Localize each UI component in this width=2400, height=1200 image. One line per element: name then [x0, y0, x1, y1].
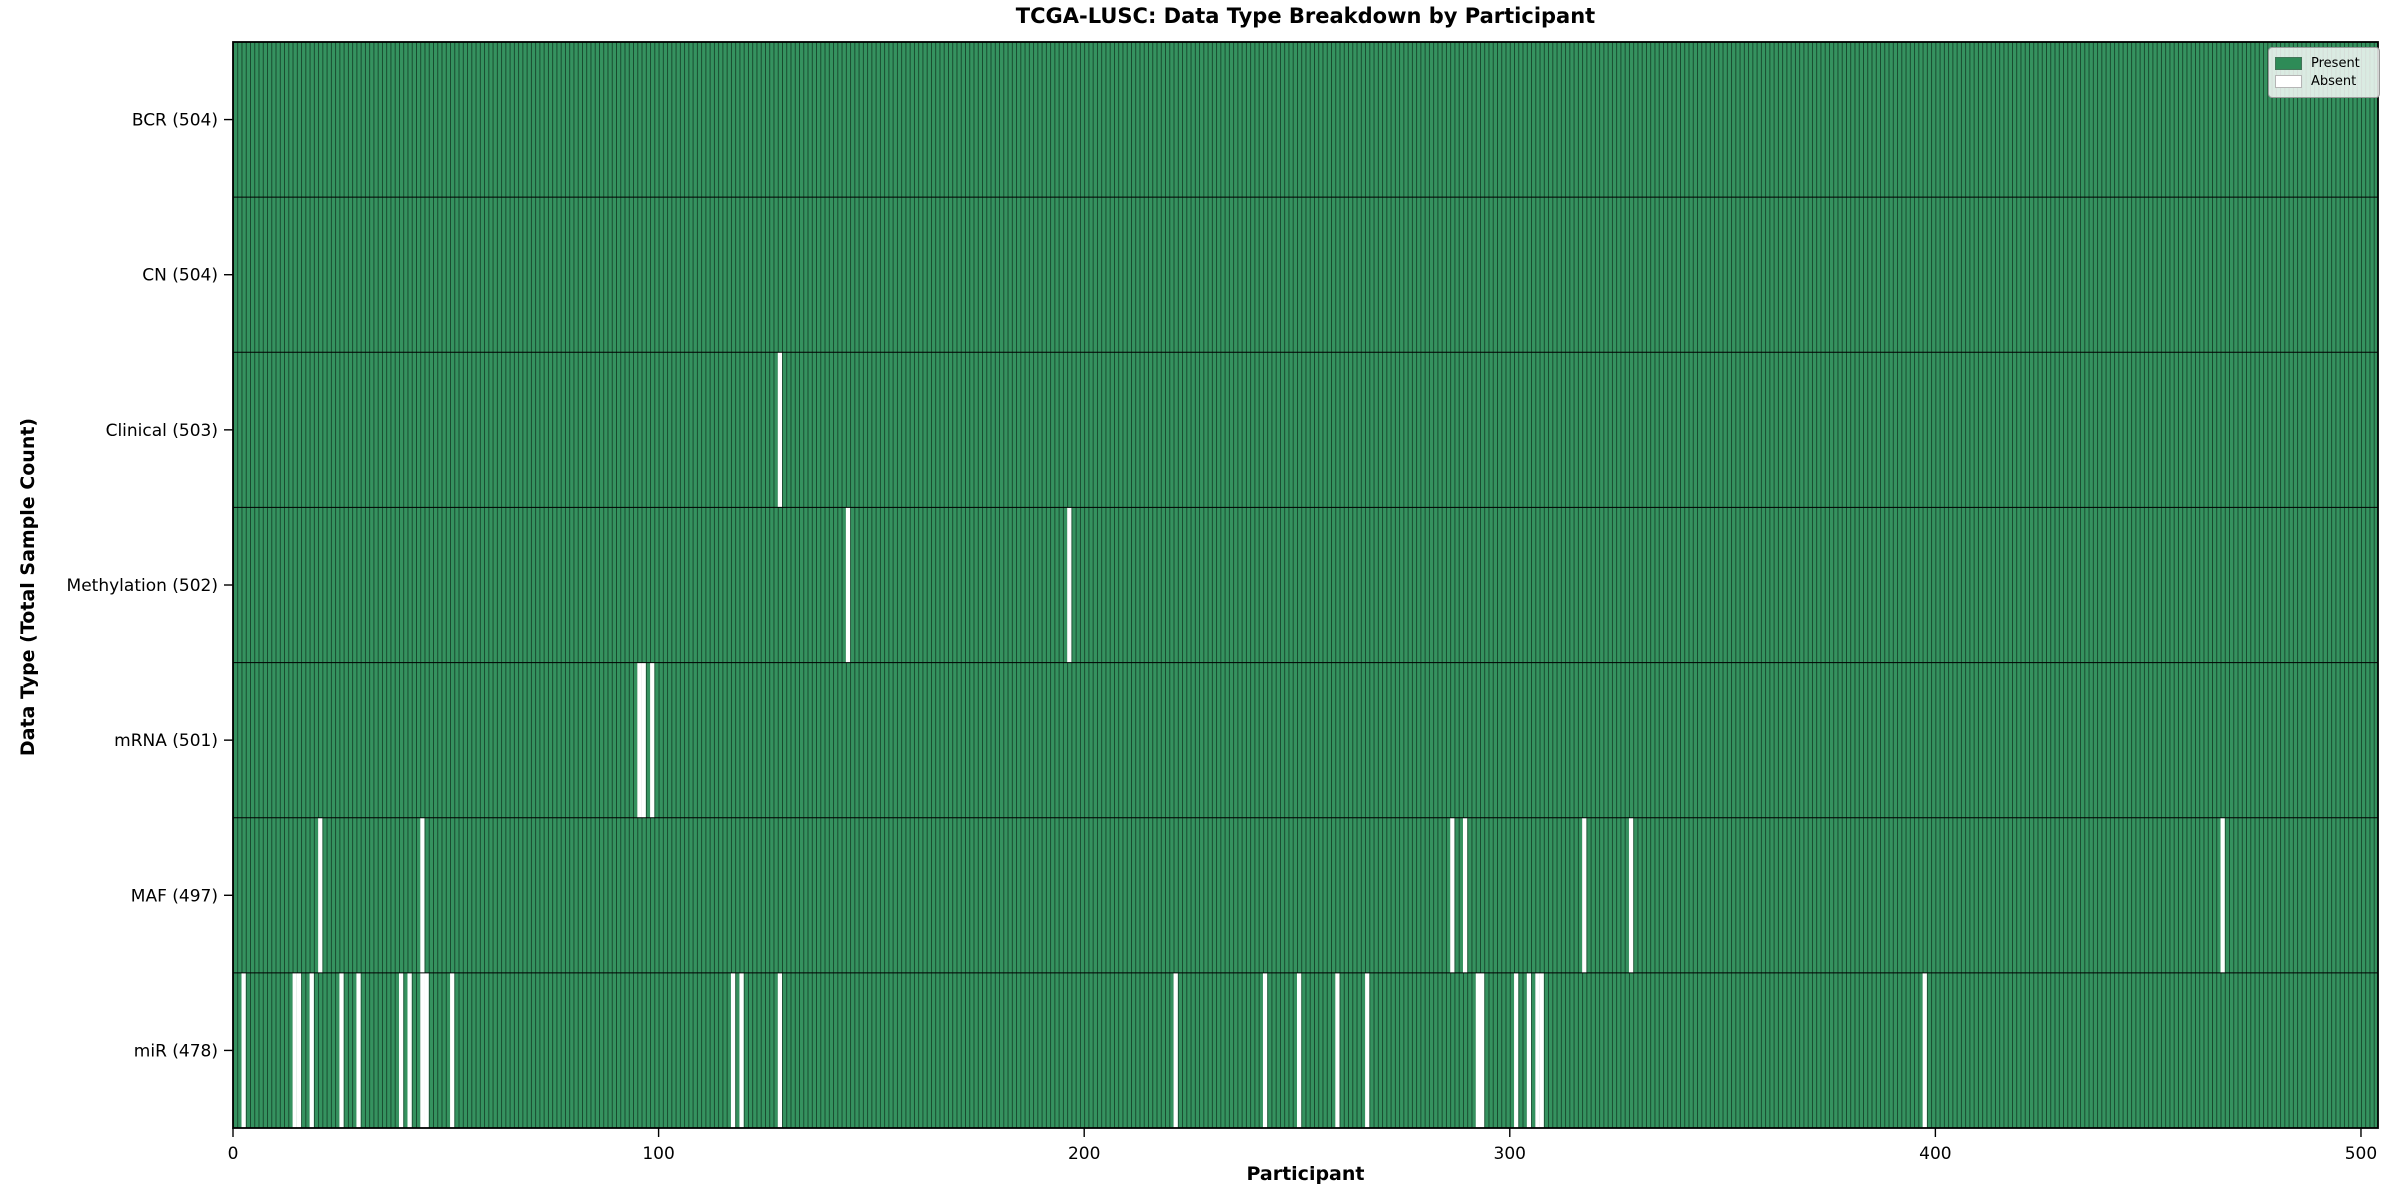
row-MAF: [233, 817, 2378, 973]
absent-mark-miR-119: [739, 972, 744, 1128]
absent-mark-miR-29: [356, 972, 361, 1128]
y-tick-label-BCR: BCR (504): [132, 111, 218, 131]
absent-mark-miR-266: [1365, 972, 1370, 1128]
absent-mark-miR-242: [1262, 972, 1268, 1128]
y-tick-label-mRNA: mRNA (501): [114, 731, 218, 751]
legend: Present Absent: [2268, 47, 2380, 98]
x-tick-label-500: 500: [2345, 1144, 2377, 1164]
absent-mark-miR-51: [450, 972, 455, 1128]
legend-item-present: Present: [2275, 56, 2372, 71]
absent-mark-mRNA-98: [650, 662, 655, 818]
absent-mark-miR-304: [1526, 972, 1532, 1128]
y-tick-label-Methylation: Methylation (502): [67, 576, 218, 596]
absent-mark-MAF-20: [318, 817, 323, 973]
x-tick-label-300: 300: [1494, 1144, 1526, 1164]
legend-item-absent: Absent: [2275, 74, 2372, 89]
absent-mark-miR-15: [296, 972, 302, 1128]
absent-mark-miR-307: [1539, 972, 1544, 1128]
y-tick-label-Clinical: Clinical (503): [106, 421, 218, 441]
row-miR: [233, 972, 2378, 1128]
absent-mark-MAF-44: [420, 817, 425, 973]
absent-mark-miR-14: [292, 972, 297, 1128]
y-tick-label-CN: CN (504): [142, 266, 218, 286]
absent-swatch: [2275, 75, 2302, 88]
absent-mark-MAF-289: [1462, 817, 1468, 973]
row-Methylation: [233, 506, 2378, 663]
absent-mark-miR-41: [407, 972, 412, 1128]
present-swatch: [2275, 57, 2302, 70]
absent-mark-miR-221: [1173, 972, 1178, 1128]
absent-mark-miR-2: [241, 972, 246, 1128]
chart-title: TCGA-LUSC: Data Type Breakdown by Partic…: [1015, 4, 1596, 28]
y-tick-label-MAF: MAF (497): [131, 886, 218, 906]
x-tick-label-200: 200: [1068, 1144, 1100, 1164]
absent-mark-miR-301: [1514, 972, 1519, 1128]
legend-label-absent: Absent: [2311, 74, 2357, 89]
absent-mark-miR-18: [309, 972, 314, 1128]
absent-mark-miR-25: [339, 972, 344, 1128]
x-tick-label-100: 100: [642, 1144, 674, 1164]
absent-mark-MAF-328: [1628, 817, 1634, 973]
absent-mark-miR-397: [1922, 972, 1927, 1128]
absent-mark-miR-44: [420, 972, 425, 1128]
absent-mark-Clinical-128: [777, 352, 783, 508]
absent-mark-miR-293: [1479, 972, 1485, 1128]
absent-mark-miR-117: [730, 972, 736, 1128]
absent-mark-MAF-467: [2220, 817, 2225, 973]
absent-mark-MAF-317: [1582, 817, 1587, 973]
absent-mark-miR-45: [424, 972, 429, 1128]
absent-mark-miR-292: [1475, 972, 1480, 1128]
absent-mark-MAF-286: [1450, 817, 1455, 973]
absent-mark-miR-128: [777, 972, 783, 1128]
absent-mark-Methylation-144: [845, 507, 851, 663]
x-axis-label: Participant: [1246, 1163, 1365, 1185]
absent-mark-miR-306: [1535, 972, 1540, 1128]
row-mRNA: [233, 662, 2378, 818]
absent-mark-mRNA-96: [641, 662, 646, 818]
absent-mark-mRNA-95: [637, 662, 642, 818]
y-tick-label-miR: miR (478): [134, 1041, 218, 1061]
row-Clinical: [233, 351, 2378, 508]
absent-mark-miR-250: [1296, 972, 1302, 1128]
y-axis-label: Data Type (Total Sample Count): [17, 417, 39, 757]
x-tick-label-400: 400: [1919, 1144, 1951, 1164]
row-CN: [233, 196, 2378, 353]
row-BCR: [233, 42, 2378, 198]
absent-mark-miR-259: [1335, 972, 1340, 1128]
legend-label-present: Present: [2311, 56, 2360, 71]
absent-mark-miR-39: [398, 972, 404, 1128]
absent-mark-Methylation-196: [1067, 507, 1072, 663]
x-tick-label-0: 0: [228, 1144, 239, 1164]
